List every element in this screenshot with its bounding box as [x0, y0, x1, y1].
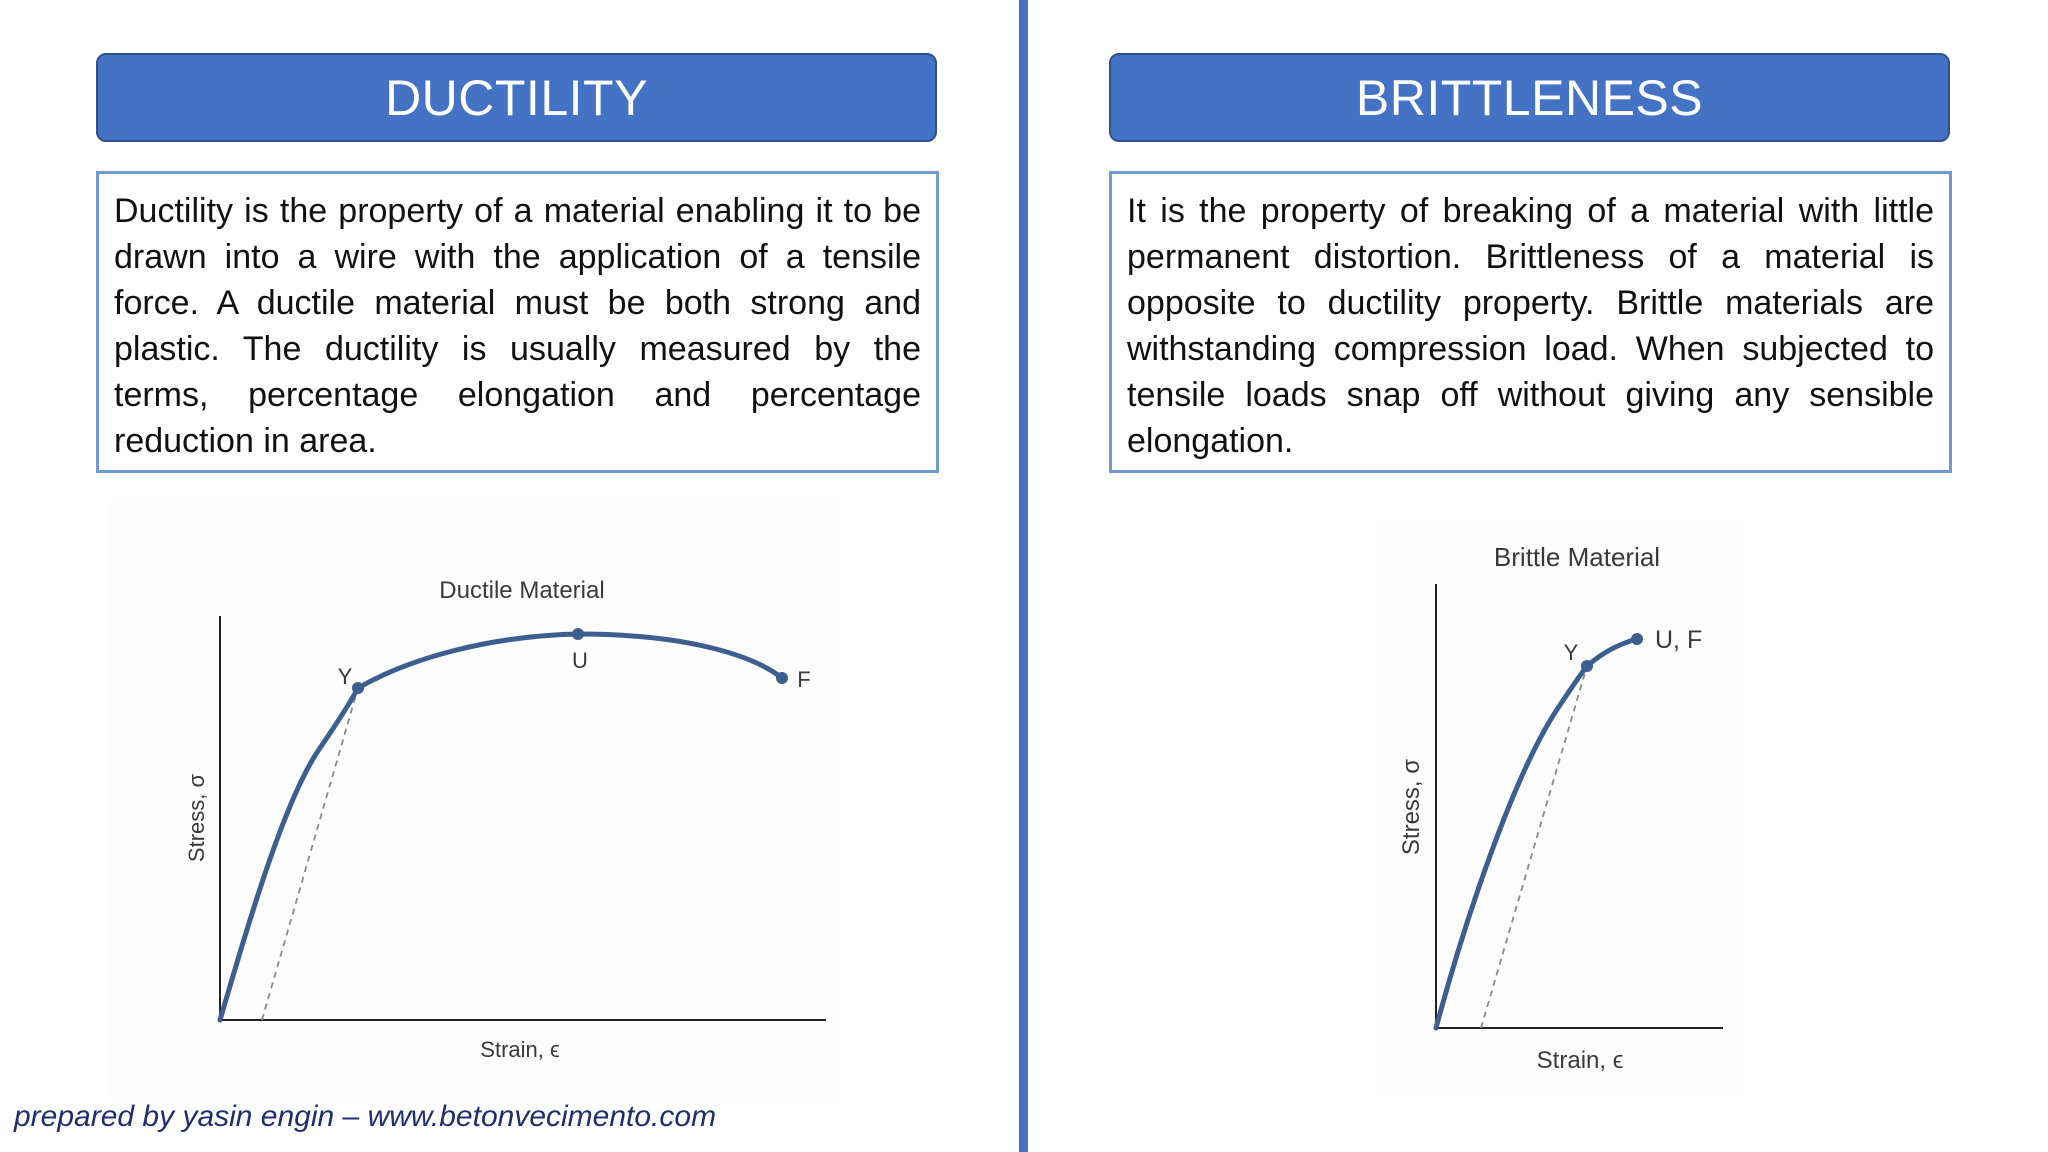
ductile-offset-line — [261, 687, 359, 1021]
brittle-chart-title: Brittle Material — [1494, 542, 1660, 572]
brittleness-description-box: It is the property of breaking of a mate… — [1109, 171, 1952, 473]
ductile-y-label: Stress, σ — [184, 774, 209, 863]
ductile-fracture-point — [776, 672, 788, 684]
center-divider — [1019, 0, 1028, 1152]
brittle-curve — [1433, 636, 1640, 1031]
brittle-stress-strain-chart: Brittle Material Y U, F Strain, ϵ Stress… — [1375, 520, 1745, 1090]
brittle-x-label: Strain, ϵ — [1537, 1047, 1624, 1074]
ductile-yield-point — [352, 682, 364, 694]
brittleness-title: BRITTLENESS — [1355, 69, 1704, 126]
ductile-yield-label: Y — [338, 664, 353, 689]
brittle-fracture-point — [1631, 633, 1643, 645]
brittleness-description: It is the property of breaking of a mate… — [1127, 192, 1934, 460]
ductility-description-box: Ductility is the property of a material … — [96, 171, 939, 473]
brittle-uf-label: U, F — [1655, 626, 1702, 654]
ductile-curve — [217, 631, 785, 1023]
ductility-description: Ductility is the property of a material … — [114, 192, 921, 460]
ductility-title-bar: DUCTILITY — [96, 53, 937, 142]
footer-credit: prepared by yasin engin – www.betonvecim… — [14, 1100, 717, 1133]
brittleness-title-bar: BRITTLENESS — [1109, 53, 1950, 142]
brittle-yield-point — [1581, 660, 1593, 672]
ductile-x-label: Strain, ϵ — [480, 1037, 559, 1062]
ductile-stress-strain-chart: Ductile Material Y U F Strain, ϵ Stress,… — [110, 498, 840, 1098]
ductility-title: DUCTILITY — [385, 69, 648, 126]
ductile-fracture-label: F — [797, 667, 810, 692]
ductile-ultimate-label: U — [572, 648, 588, 673]
ductile-chart-title: Ductile Material — [439, 577, 604, 604]
brittle-yield-label: Y — [1564, 640, 1579, 665]
brittle-y-label: Stress, σ — [1398, 759, 1425, 855]
brittle-offset-line — [1480, 665, 1588, 1029]
ductile-ultimate-point — [572, 628, 584, 640]
